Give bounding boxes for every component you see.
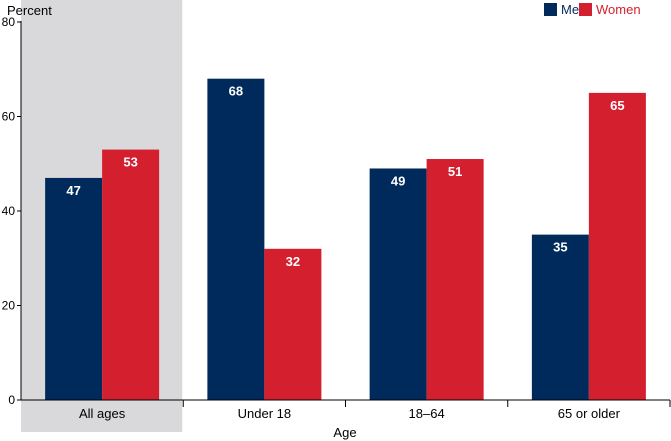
x-axis-title: Age (333, 425, 356, 440)
bar-men-0 (45, 177, 103, 400)
bar-women-0 (102, 149, 160, 400)
y-axis-title: Percent (7, 3, 52, 18)
bar-men-2 (369, 168, 427, 400)
x-tick-label-0: All ages (79, 406, 126, 421)
data-label-women-0: 53 (123, 155, 137, 170)
data-label-women-2: 51 (448, 164, 462, 179)
data-label-men-0: 47 (66, 183, 80, 198)
legend-label-women: Women (596, 2, 641, 17)
x-tick-label-2: 18–64 (409, 406, 445, 421)
bar-women-1 (264, 248, 322, 400)
y-tick-label-0: 0 (8, 393, 15, 407)
x-tick-label-1: Under 18 (238, 406, 291, 421)
y-tick-label-4: 80 (2, 15, 16, 29)
legend-swatch-women (579, 3, 592, 16)
data-label-men-1: 68 (229, 84, 243, 99)
data-label-men-2: 49 (391, 173, 405, 188)
bar-men-3 (531, 234, 589, 400)
y-tick-label-3: 60 (2, 110, 16, 124)
y-tick-label-1: 20 (2, 299, 16, 313)
bar-women-3 (588, 92, 646, 400)
data-label-women-3: 65 (610, 98, 624, 113)
y-tick-label-2: 40 (2, 204, 16, 218)
bar-women-2 (426, 159, 484, 400)
bar-men-1 (207, 78, 265, 400)
data-label-women-1: 32 (286, 254, 300, 269)
data-label-men-3: 35 (553, 240, 567, 255)
legend-swatch-men (544, 3, 557, 16)
x-tick-label-3: 65 or older (558, 406, 621, 421)
